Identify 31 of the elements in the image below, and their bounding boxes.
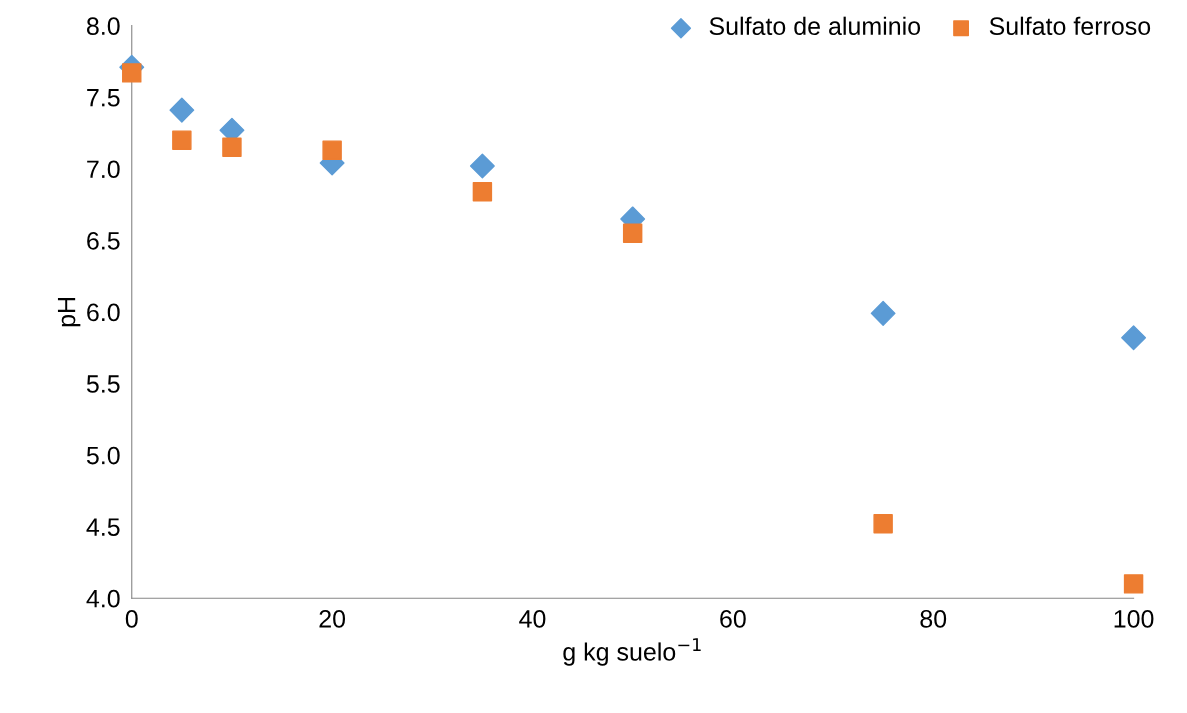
y-tick-label: 6.0	[87, 303, 120, 322]
y-tick-label: 6.5	[87, 231, 120, 250]
y-tick-label: 4.0	[86, 589, 120, 608]
point	[322, 140, 342, 160]
y-axis-title: pH	[57, 298, 81, 327]
point	[472, 181, 493, 202]
y-tick-label: 5.5	[86, 375, 120, 393]
y-tick-label: 7.0	[87, 160, 120, 179]
legend-label: Sulfato de aluminio	[709, 16, 921, 36]
y-tick-label: 4.5	[86, 518, 120, 536]
point	[1121, 325, 1147, 351]
x-tick-label: 60	[720, 609, 746, 628]
point	[870, 300, 896, 326]
point	[622, 223, 643, 243]
point	[469, 153, 495, 179]
legend-label: Sulfato ferroso	[989, 16, 1151, 36]
point	[1123, 574, 1144, 594]
y-tick-label: 8.0	[86, 17, 120, 35]
point	[172, 130, 192, 150]
x-tick-label: 100	[1114, 609, 1154, 628]
x-tick-label: 80	[920, 609, 947, 628]
y-tick-label: 5.0	[86, 446, 120, 465]
point	[873, 514, 893, 534]
y-tick-label: 7.5	[87, 89, 120, 107]
x-tick-label: 0	[125, 609, 138, 628]
point	[169, 97, 195, 123]
point	[222, 137, 242, 158]
x-tick-label: 20	[319, 609, 346, 628]
x-tick-label: 40	[519, 609, 546, 628]
point	[122, 63, 142, 83]
x-axis-title: g kg suelo$^{−1}$	[563, 638, 701, 666]
